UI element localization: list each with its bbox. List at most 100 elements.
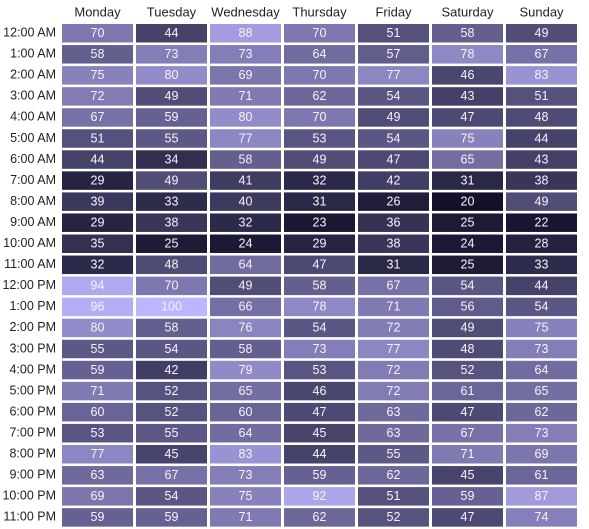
heatmap-cell <box>136 213 207 232</box>
cell-value-label: 65 <box>535 384 549 398</box>
heatmap-cell <box>432 423 503 443</box>
cell-value-label: 54 <box>387 131 401 145</box>
cell-value-label: 62 <box>313 89 327 103</box>
heatmap-cell <box>62 360 133 380</box>
cell-value-label: 44 <box>313 447 327 461</box>
cell-value-label: 62 <box>535 405 549 419</box>
hour-label: 12:00 AM <box>3 26 56 40</box>
cell-value-label: 53 <box>91 426 105 440</box>
hour-label: 3:00 PM <box>9 341 56 355</box>
cell-value-label: 43 <box>535 152 549 166</box>
heatmap-cell <box>284 150 355 169</box>
cell-value-label: 48 <box>165 258 179 272</box>
cell-value-label: 49 <box>535 26 549 40</box>
heatmap-cell <box>62 213 133 232</box>
cell-value-label: 80 <box>165 68 179 82</box>
cell-value-label: 46 <box>313 384 327 398</box>
heatmap-cell <box>62 445 133 464</box>
heatmap-cell <box>210 213 281 232</box>
cell-value-label: 73 <box>535 426 549 440</box>
cell-value-label: 73 <box>313 342 327 356</box>
cell-value-label: 49 <box>239 279 253 293</box>
heatmap-cell <box>136 150 207 169</box>
heatmap-cell <box>136 508 207 527</box>
cell-value-label: 77 <box>91 447 105 461</box>
heatmap-cell <box>358 445 429 464</box>
heatmap-cell <box>432 213 503 232</box>
cell-value-label: 48 <box>535 110 549 124</box>
cell-value-label: 75 <box>239 489 253 503</box>
heatmap-cell <box>136 297 207 317</box>
heatmap-cell <box>358 255 429 275</box>
cell-value-label: 40 <box>239 194 253 208</box>
heatmap-cell <box>432 508 503 527</box>
cell-value-label: 54 <box>387 89 401 103</box>
hour-label: 2:00 PM <box>9 320 56 334</box>
heatmap-cell <box>136 171 207 190</box>
heatmap-cell <box>358 318 429 338</box>
cell-value-label: 66 <box>239 300 253 314</box>
heatmap-cell <box>210 339 281 359</box>
cell-value-label: 77 <box>387 68 401 82</box>
heatmap-cell <box>284 381 355 401</box>
heatmap-cell <box>136 360 207 380</box>
cell-value-label: 29 <box>91 173 105 187</box>
heatmap-cell <box>210 171 281 190</box>
cell-value-label: 78 <box>461 47 475 61</box>
heatmap-cell <box>432 318 503 338</box>
heatmap-cell <box>358 487 429 506</box>
heatmap-cell <box>358 108 429 127</box>
heatmap-cell <box>62 508 133 527</box>
heatmap-cell <box>284 297 355 317</box>
cell-value-label: 44 <box>165 26 179 40</box>
cell-value-label: 28 <box>535 237 549 251</box>
heatmap-cell <box>358 192 429 211</box>
day-label: Wednesday <box>211 4 280 19</box>
cell-value-label: 73 <box>239 468 253 482</box>
hour-label: 5:00 AM <box>10 131 56 145</box>
cell-value-label: 32 <box>313 173 327 187</box>
heatmap-cell <box>210 487 281 506</box>
heatmap-cell <box>432 487 503 506</box>
heatmap-cell <box>432 45 503 64</box>
cell-value-label: 58 <box>239 152 253 166</box>
heatmap-cell <box>506 234 577 253</box>
cell-value-label: 69 <box>239 68 253 82</box>
cell-value-label: 56 <box>461 300 475 314</box>
heatmap-cell <box>358 381 429 401</box>
heatmap-cell <box>358 129 429 148</box>
heatmap-cell <box>358 45 429 64</box>
heatmap-cell <box>432 171 503 190</box>
heatmap-cell <box>358 339 429 359</box>
cell-value-label: 44 <box>535 131 549 145</box>
cell-value-label: 59 <box>313 468 327 482</box>
heatmap-cell <box>284 192 355 211</box>
heatmap-cell <box>432 129 503 148</box>
cell-value-label: 72 <box>387 363 401 377</box>
cell-value-label: 44 <box>91 152 105 166</box>
cell-value-label: 26 <box>387 194 401 208</box>
cell-value-label: 29 <box>91 215 105 229</box>
heatmap-cell <box>284 508 355 527</box>
heatmap-cell <box>506 297 577 317</box>
heatmap-cell <box>136 45 207 64</box>
heatmap-cell <box>432 150 503 169</box>
cell-value-label: 47 <box>387 152 401 166</box>
cell-value-label: 42 <box>387 173 401 187</box>
cell-value-label: 49 <box>313 152 327 166</box>
heatmap-cell <box>358 508 429 527</box>
cell-value-label: 83 <box>535 68 549 82</box>
cell-value-label: 75 <box>461 131 475 145</box>
cell-value-label: 36 <box>387 215 401 229</box>
cell-value-label: 70 <box>313 26 327 40</box>
heatmap-cell <box>506 445 577 464</box>
heatmap-cell <box>432 108 503 127</box>
cell-value-label: 44 <box>535 279 549 293</box>
cell-value-label: 62 <box>313 510 327 524</box>
hour-label: 2:00 AM <box>10 68 56 82</box>
cell-value-label: 71 <box>387 300 401 314</box>
heatmap-cell <box>62 297 133 317</box>
heatmap-cell <box>506 466 577 485</box>
hour-label: 7:00 AM <box>10 173 56 187</box>
heatmap-cell <box>358 360 429 380</box>
